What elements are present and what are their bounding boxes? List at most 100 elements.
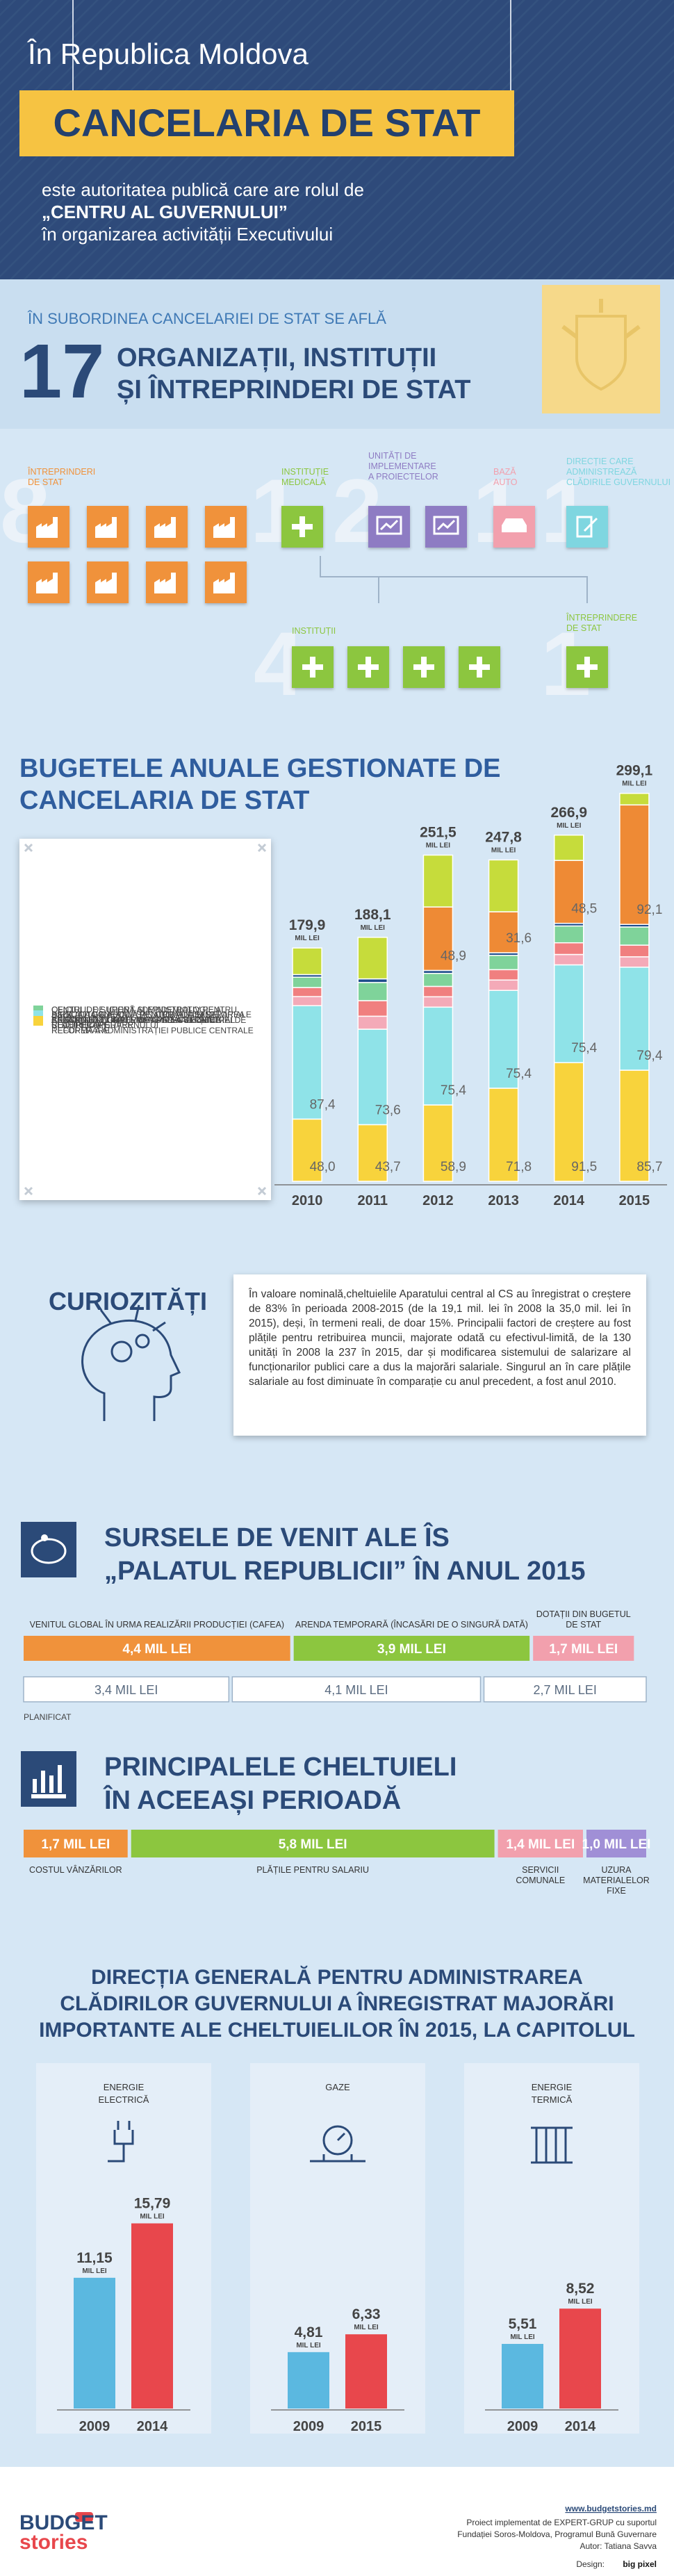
value-label: 73,6 (375, 1103, 401, 1117)
org-icon (566, 646, 608, 688)
bar-segment (619, 926, 650, 946)
legend-entry: CENTRUL DE IGIENĂ ȘI EPIDEMIOLOGIE AL AS… (33, 1005, 254, 1036)
panel-icons (108, 2121, 573, 2164)
bar-segment (131, 1830, 495, 1857)
x-tick-label: 2015 (351, 2419, 382, 2434)
bar-segment (292, 947, 322, 976)
bar-segment (357, 978, 388, 983)
value-label: 75,4 (441, 1083, 466, 1098)
value-label: 4,4 MIL LEI (122, 1642, 191, 1657)
bar-segment (422, 906, 454, 971)
value-unit: MIL LEI (296, 2342, 321, 2349)
total-label: 266,9 (550, 805, 587, 821)
org-icon (146, 506, 188, 548)
footer-bg (0, 2467, 674, 2576)
bar-segment (488, 979, 519, 991)
title: CANCELARIA DE STAT (54, 101, 481, 145)
panel-title: TERMICĂ (532, 2094, 573, 2105)
x-tick-label: 2010 (292, 1193, 323, 1208)
value-label: 5,51 (509, 2316, 537, 2332)
group-label: DIRECȚIE CARE (566, 457, 634, 466)
bar-segment (554, 964, 584, 1063)
bar-segment (619, 967, 650, 1071)
bar-segment (292, 987, 322, 997)
section-title: CLĂDIRILOR GUVERNULUI A ÎNREGISTRAT MAJO… (60, 1992, 614, 2015)
value-label: 43,7 (375, 1160, 401, 1174)
chart-icon (21, 1751, 76, 1807)
total-unit: MIL LEI (491, 846, 516, 854)
total-label: 299,1 (616, 763, 653, 779)
value-unit: MIL LEI (568, 2298, 593, 2306)
group-label: DE STAT (28, 477, 63, 487)
value-label: 5,8 MIL LEI (279, 1837, 347, 1852)
value-unit: MIL LEI (510, 2333, 535, 2341)
glyph (469, 657, 490, 678)
org-icon (368, 506, 410, 548)
panel (464, 2063, 639, 2434)
bar-segment (488, 955, 519, 971)
bar-segment (24, 1830, 128, 1857)
footer-credit: Autor: Tatiana Savva (580, 2541, 657, 2551)
bar-segment (554, 835, 584, 861)
footer-credit: Fundației Soros-Moldova, Programul Bună … (457, 2529, 657, 2539)
footer-design-label: Design: (576, 2559, 605, 2569)
logo-badge (75, 2512, 93, 2522)
org-icon (292, 646, 334, 688)
total-unit: MIL LEI (622, 780, 647, 788)
panel-title: ENERGIE (104, 2082, 145, 2092)
legend-label: BAZĂ AUTO (51, 1015, 99, 1025)
count: 17 (19, 329, 104, 414)
value-label: 4,1 MIL LEI (324, 1683, 388, 1697)
category-label: ARENDA TEMPORARĂ (ÎNCASĂRI DE O SINGURĂ … (295, 1620, 528, 1630)
org-icon (425, 506, 467, 548)
bar-segment (488, 1088, 519, 1182)
total-unit: MIL LEI (295, 935, 320, 942)
category-label: UZURA MATERIALELOR FIXE (583, 1865, 650, 1896)
panel-title: ENERGIE (532, 2082, 573, 2092)
chart-title: BUGETELE ANUALE GESTIONATE DE (19, 754, 500, 783)
group-label: INSTITUȚII (292, 626, 336, 636)
value-label: 4,81 (295, 2324, 323, 2340)
glyph (213, 517, 235, 538)
category-label: DOTAȚII DIN BUGETUL DE STAT (536, 1609, 631, 1630)
logo: stories (19, 2531, 88, 2554)
glyph (292, 516, 313, 537)
bar-segment (292, 996, 322, 1007)
legend-box (19, 839, 271, 1200)
group-label: CLĂDIRILE GUVERNULUI (566, 477, 671, 487)
total-label: 179,9 (289, 917, 326, 933)
section-title: DIRECȚIA GENERALĂ PENTRU ADMINISTRAREA (91, 1965, 583, 1989)
bar-segment (554, 925, 584, 944)
org-icon (28, 561, 69, 603)
value-label: 1,0 MIL LEI (582, 1837, 651, 1852)
value-label: 58,9 (441, 1160, 466, 1174)
subtitle: „CENTRU AL GUVERNULUI” (42, 202, 288, 222)
bar-segment (422, 854, 454, 908)
value-label: 1,7 MIL LEI (41, 1837, 110, 1852)
planned-box (23, 1676, 230, 1703)
org-title: ȘI ÎNTREPRINDERI DE STAT (117, 374, 471, 404)
group-label: INSTITUȚIE (281, 467, 329, 477)
legend-label: SURSE GESTIONATE DE APARATUL CENTRAL (51, 1015, 236, 1025)
kicker: În Republica Moldova (27, 38, 309, 70)
value-label: 6,33 (352, 2306, 381, 2322)
legend-entry: ASOCIAȚIA CURATIV-SANATORIALĂ ȘI DE RECU… (33, 1010, 254, 1031)
value-label: 48,0 (310, 1160, 336, 1174)
chart-title: CANCELARIA DE STAT (19, 786, 309, 815)
glyph (302, 657, 323, 678)
legend-label: ASOCIAȚIA CURATIV-SANATORIALĂ ȘI DE RECU… (51, 1010, 218, 1030)
glyph (413, 657, 434, 678)
category-label: COSTUL VÂNZĂRILOR (29, 1865, 122, 1875)
glyph (213, 573, 235, 593)
value-label: 75,4 (506, 1067, 532, 1081)
total-label: 251,5 (420, 825, 457, 841)
glyph (433, 516, 459, 535)
org-icon (205, 506, 247, 548)
bar-segment (357, 937, 388, 980)
total-unit: MIL LEI (361, 924, 386, 932)
bar-segment (357, 1015, 388, 1030)
bar (74, 2277, 115, 2409)
subtitle: în organizarea activității Executivului (41, 224, 333, 245)
legend-label: CENTRUL DE GUVERNARE ELECTRONICĂ (51, 1015, 222, 1025)
